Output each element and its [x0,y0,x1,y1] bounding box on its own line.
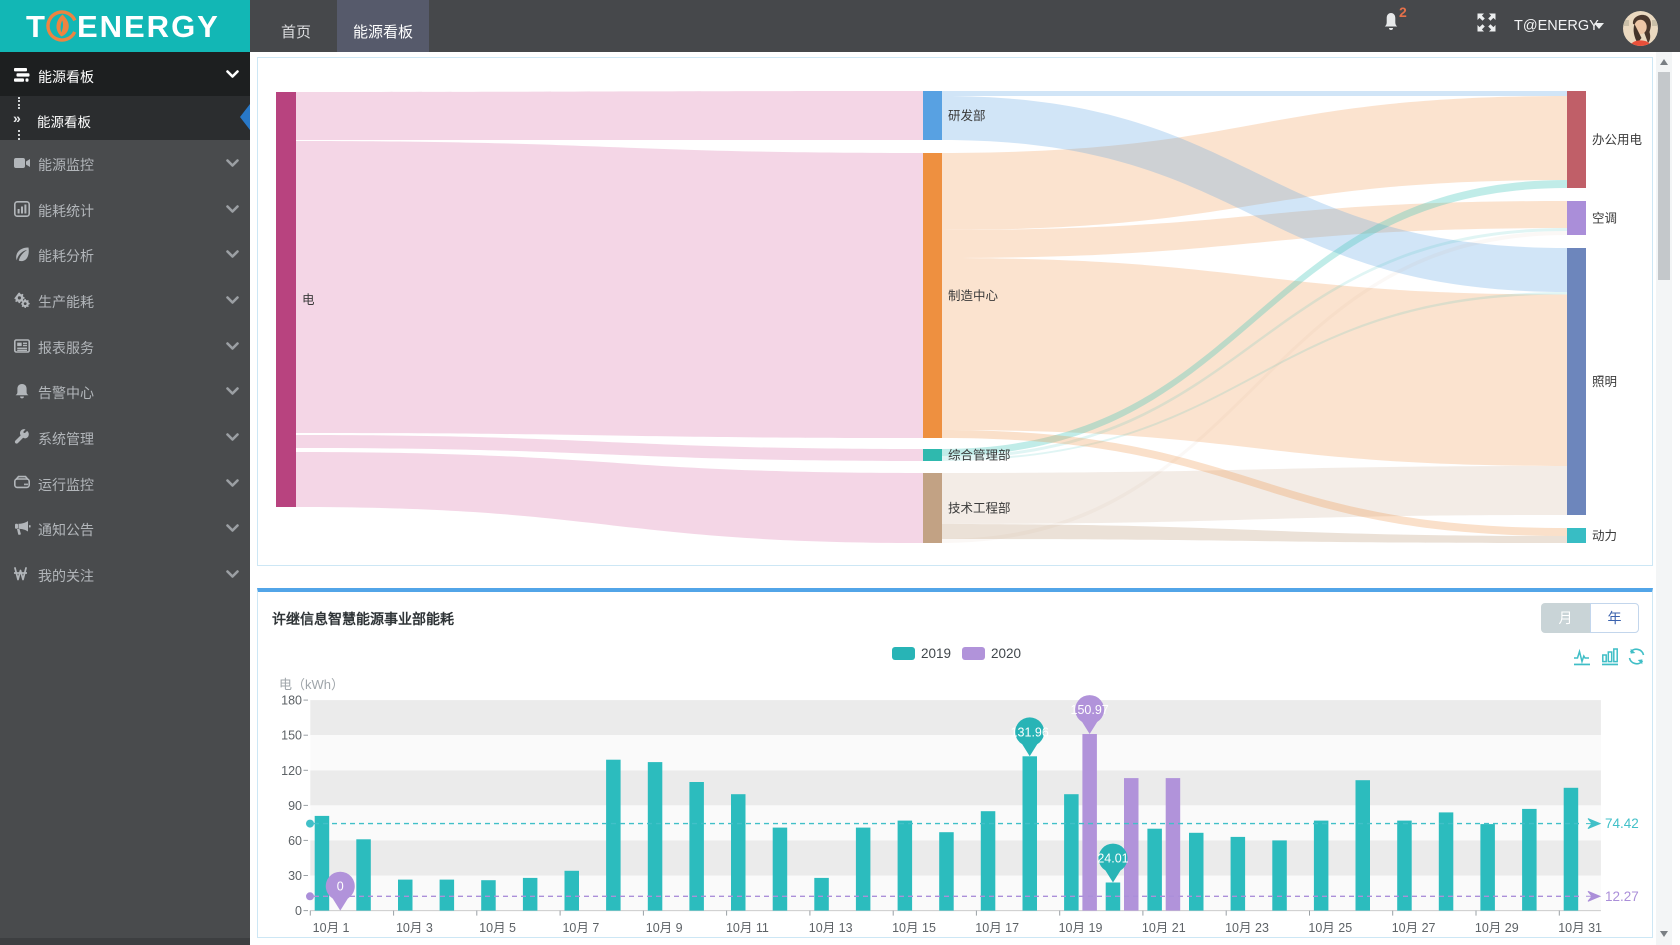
svg-text:空调: 空调 [1592,212,1617,226]
svg-text:30: 30 [288,869,302,883]
svg-text:131.96: 131.96 [1011,725,1049,739]
svg-text:10月 19: 10月 19 [1059,921,1103,935]
svg-text:150.97: 150.97 [1071,703,1109,717]
svg-text:10月 25: 10月 25 [1308,921,1352,935]
svg-text:10月 3: 10月 3 [396,921,433,935]
svg-text:技术工程部: 技术工程部 [948,501,1011,516]
svg-text:24.01: 24.01 [1097,852,1128,866]
svg-text:照明: 照明 [1592,375,1617,389]
svg-text:10月 7: 10月 7 [562,921,599,935]
svg-text:10月 23: 10月 23 [1225,921,1269,935]
svg-text:120: 120 [281,764,302,778]
svg-text:10月 21: 10月 21 [1142,921,1186,935]
svg-text:180: 180 [281,694,302,708]
svg-text:10月 27: 10月 27 [1392,921,1436,935]
svg-text:10月 5: 10月 5 [479,921,516,935]
svg-text:10月 1: 10月 1 [313,921,350,935]
svg-text:74.42: 74.42 [1605,816,1639,831]
svg-text:10月 29: 10月 29 [1475,921,1519,935]
svg-text:90: 90 [288,799,302,813]
svg-text:10月 15: 10月 15 [892,921,936,935]
svg-text:0: 0 [295,904,302,918]
svg-text:12.27: 12.27 [1605,889,1639,904]
svg-text:10月 9: 10月 9 [646,921,683,935]
svg-text:150: 150 [281,729,302,743]
svg-text:0: 0 [337,880,344,894]
svg-text:电: 电 [302,293,315,307]
svg-text:动力: 动力 [1592,529,1617,543]
svg-text:10月 11: 10月 11 [726,921,769,935]
svg-text:制造中心: 制造中心 [948,288,999,303]
svg-text:10月 31: 10月 31 [1558,921,1602,935]
svg-text:60: 60 [288,834,302,848]
svg-text:10月 13: 10月 13 [809,921,853,935]
svg-text:综合管理部: 综合管理部 [948,448,1011,463]
svg-text:10月 17: 10月 17 [975,921,1019,935]
svg-text:研发部: 研发部 [948,108,986,123]
svg-text:办公用电: 办公用电 [1592,132,1643,147]
